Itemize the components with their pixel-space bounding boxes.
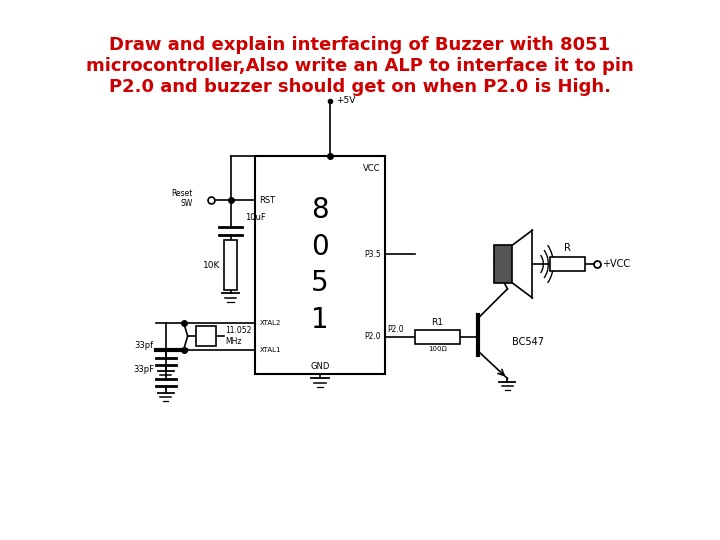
Text: XTAL2: XTAL2	[259, 320, 281, 326]
Text: 100Ω: 100Ω	[428, 346, 446, 352]
Text: 11.052
MHz: 11.052 MHz	[225, 327, 252, 346]
Text: 10K: 10K	[203, 260, 220, 269]
Text: R1: R1	[431, 318, 444, 327]
Bar	[256, 156, 385, 374]
Text: GND: GND	[310, 362, 330, 372]
Text: RST: RST	[259, 196, 276, 205]
Text: XTAL1: XTAL1	[259, 347, 281, 353]
Text: 33pf: 33pf	[135, 341, 154, 349]
Text: +5V: +5V	[336, 96, 356, 105]
Text: +VCC: +VCC	[602, 259, 630, 269]
Text: 10uF: 10uF	[246, 213, 266, 222]
Text: BC547: BC547	[513, 336, 544, 347]
Text: P2.0: P2.0	[387, 325, 403, 334]
Text: Reset
SW: Reset SW	[171, 188, 193, 208]
Text: 33pF: 33pF	[132, 365, 154, 374]
Bar	[196, 326, 215, 346]
Bar	[550, 257, 585, 271]
Text: 8
0
5
1: 8 0 5 1	[311, 196, 329, 334]
Text: VCC: VCC	[364, 164, 381, 173]
Text: R: R	[564, 243, 571, 253]
Bar	[223, 240, 238, 290]
Text: P2.0: P2.0	[364, 332, 381, 341]
Bar	[415, 330, 459, 343]
Text: Draw and explain interfacing of Buzzer with 8051
microcontroller,Also write an A: Draw and explain interfacing of Buzzer w…	[86, 36, 634, 96]
Text: P3.5: P3.5	[364, 249, 381, 259]
Bar	[495, 245, 513, 283]
